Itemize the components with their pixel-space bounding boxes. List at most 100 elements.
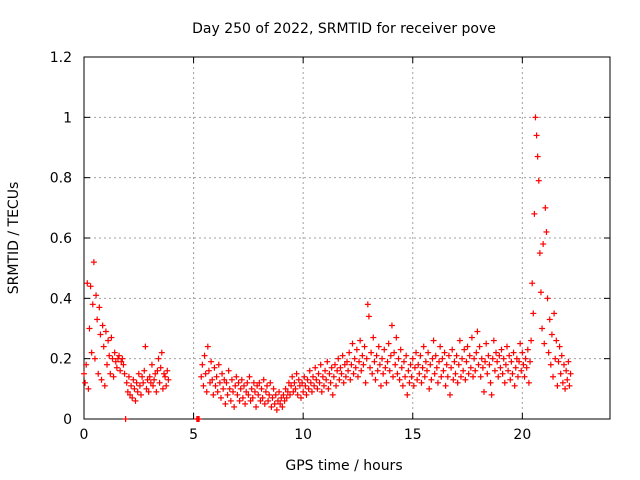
data-point: [258, 385, 265, 392]
data-point: [295, 376, 302, 383]
x-tick-label: 5: [189, 427, 198, 443]
data-point: [325, 385, 332, 392]
data-point: [422, 358, 429, 365]
data-point: [388, 322, 395, 329]
data-point: [564, 376, 571, 383]
data-points: [81, 114, 574, 422]
data-point: [150, 382, 157, 389]
data-point: [300, 388, 307, 395]
data-point: [290, 388, 297, 395]
data-point: [130, 376, 137, 383]
data-point: [427, 361, 434, 368]
data-point: [523, 364, 530, 371]
data-point: [90, 259, 97, 266]
data-point: [465, 370, 472, 377]
data-point: [430, 337, 437, 344]
data-point: [519, 349, 526, 356]
data-point: [495, 373, 502, 380]
data-point: [89, 301, 96, 308]
data-point: [440, 367, 447, 374]
data-point: [485, 352, 492, 359]
data-point: [344, 358, 350, 365]
data-point: [505, 367, 512, 374]
data-point: [283, 394, 290, 401]
data-point: [473, 349, 480, 356]
data-point: [151, 376, 158, 383]
data-point: [461, 346, 468, 353]
y-tick-label: 0: [63, 412, 72, 428]
data-point: [423, 367, 430, 374]
data-point: [410, 382, 417, 389]
data-point: [541, 340, 548, 347]
data-point: [222, 400, 229, 407]
data-point: [104, 361, 111, 368]
data-point: [231, 403, 238, 410]
data-point: [428, 376, 435, 383]
data-point: [112, 358, 119, 365]
data-point: [254, 382, 261, 389]
data-point: [310, 373, 317, 380]
data-point: [518, 367, 525, 374]
data-point: [224, 391, 231, 398]
data-point: [121, 370, 128, 377]
data-point: [396, 376, 403, 383]
data-point: [246, 373, 253, 380]
data-point: [304, 376, 311, 383]
data-point: [162, 373, 169, 380]
data-point: [199, 361, 206, 368]
data-point: [380, 370, 387, 377]
data-point: [302, 382, 309, 389]
data-point: [472, 367, 479, 374]
data-point: [96, 304, 103, 311]
data-point: [314, 385, 321, 392]
data-point: [253, 403, 260, 410]
data-point: [160, 370, 167, 377]
data-point: [110, 373, 117, 380]
data-point: [107, 370, 114, 377]
data-point: [365, 313, 372, 320]
data-point: [287, 391, 294, 398]
data-point: [429, 355, 436, 362]
data-point: [382, 364, 389, 371]
data-point: [247, 397, 254, 404]
data-point: [313, 376, 320, 383]
data-point: [299, 379, 306, 386]
data-point: [250, 379, 257, 386]
data-point: [566, 382, 573, 389]
data-point: [375, 343, 382, 350]
data-point: [213, 373, 220, 380]
data-point: [228, 376, 235, 383]
data-point: [270, 385, 277, 392]
y-tick-label: 0.4: [50, 291, 72, 307]
data-point: [219, 370, 226, 377]
data-point: [331, 361, 338, 368]
data-point: [416, 370, 423, 377]
data-point: [95, 370, 102, 377]
data-point: [340, 379, 347, 386]
data-point: [522, 355, 529, 362]
data-point: [100, 343, 107, 350]
data-point: [486, 361, 493, 368]
data-point: [543, 228, 550, 235]
data-point: [524, 346, 531, 353]
data-point: [329, 391, 336, 398]
data-point: [550, 373, 557, 380]
data-point: [315, 370, 322, 377]
data-point: [557, 370, 564, 377]
data-point: [498, 346, 505, 353]
data-point: [122, 416, 129, 422]
data-point: [94, 316, 101, 323]
x-tick-label: 15: [404, 427, 422, 443]
data-point: [201, 352, 208, 359]
data-point: [93, 292, 100, 299]
data-point: [517, 340, 524, 347]
data-point: [323, 376, 330, 383]
data-point: [367, 364, 374, 371]
data-point: [516, 358, 523, 365]
data-point: [351, 355, 358, 362]
data-point: [395, 355, 402, 362]
data-point: [257, 397, 264, 404]
data-point: [353, 346, 360, 353]
data-point: [553, 337, 560, 344]
data-point: [487, 379, 494, 386]
